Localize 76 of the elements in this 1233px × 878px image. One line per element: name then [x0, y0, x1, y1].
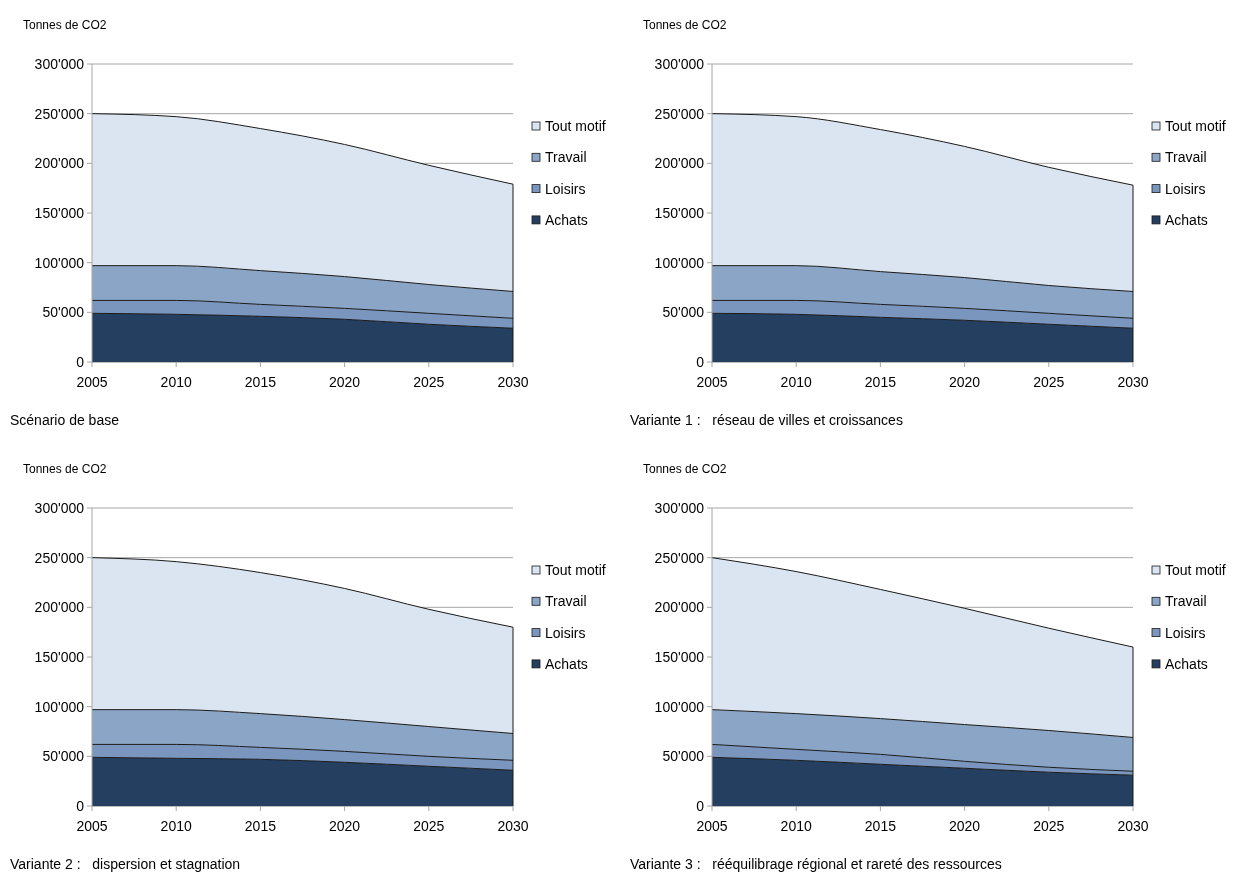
- x-tick-label: 2015: [864, 818, 897, 834]
- text: Variante 3 : rééquilibrage régional et rareté des ressources: [630, 856, 1002, 872]
- y-axis-title: Tonnes de CO2: [643, 462, 727, 476]
- y-tick-label: 200'000: [34, 599, 85, 616]
- legend-label: Travail: [1165, 149, 1207, 166]
- y-tick-label: 200'000: [654, 155, 705, 172]
- x-tick-label: 2030: [497, 818, 529, 834]
- y-tick-label: 50'000: [42, 748, 85, 765]
- y-tick-label: 50'000: [662, 304, 705, 321]
- text: Variante 1 : réseau de villes et croissances: [630, 412, 903, 428]
- x-tick-label: 2025: [1033, 374, 1065, 390]
- y-tick-label: 50'000: [42, 304, 85, 321]
- legend-label: Achats: [545, 655, 588, 672]
- legend-label: Travail: [545, 149, 587, 166]
- y-tick-label: 100'000: [34, 254, 85, 271]
- y-tick-label: 250'000: [654, 549, 705, 566]
- x-tick-label: 2025: [413, 374, 445, 390]
- y-tick-label: 300'000: [654, 55, 705, 72]
- x-tick-label: 2020: [949, 374, 981, 390]
- x-tick-label: 2005: [76, 818, 108, 834]
- y-tick-label: 200'000: [34, 155, 85, 172]
- x-tick-label: 2015: [864, 374, 897, 390]
- text: Scénario de base: [10, 412, 120, 428]
- y-tick-label: 250'000: [34, 105, 85, 122]
- x-tick-label: 2025: [413, 818, 445, 834]
- x-tick-label: 2020: [329, 374, 361, 390]
- x-tick-label: 2005: [696, 374, 728, 390]
- y-tick-label: 150'000: [654, 204, 705, 221]
- legend-label: Achats: [1165, 211, 1208, 228]
- y-tick-label: 0: [696, 797, 705, 814]
- text: Variante 2 : dispersion et stagnation: [10, 856, 241, 872]
- x-tick-label: 2010: [160, 818, 192, 834]
- x-tick-label: 2020: [329, 818, 361, 834]
- y-tick-label: 300'000: [34, 55, 85, 72]
- y-tick-label: 300'000: [34, 499, 85, 516]
- x-tick-label: 2005: [76, 374, 108, 390]
- legend-label: Achats: [1165, 655, 1208, 672]
- x-tick-label: 2005: [696, 818, 728, 834]
- legend-label: Tout motif: [545, 561, 606, 578]
- legend-label: Tout motif: [1165, 561, 1226, 578]
- x-tick-label: 2030: [497, 374, 529, 390]
- y-tick-label: 100'000: [654, 698, 705, 715]
- y-tick-label: 250'000: [654, 105, 705, 122]
- legend-label: Achats: [545, 211, 588, 228]
- y-tick-label: 150'000: [34, 204, 85, 221]
- x-tick-label: 2015: [244, 818, 277, 834]
- x-tick-label: 2030: [1117, 818, 1149, 834]
- x-tick-label: 2010: [780, 374, 812, 390]
- legend-label: Loisirs: [545, 180, 586, 197]
- y-axis-title: Tonnes de CO2: [23, 462, 107, 476]
- legend-label: Loisirs: [1165, 180, 1206, 197]
- legend-label: Loisirs: [545, 624, 586, 641]
- legend-label: Travail: [1165, 593, 1207, 610]
- x-tick-label: 2010: [160, 374, 192, 390]
- y-tick-label: 250'000: [34, 549, 85, 566]
- legend-label: Tout motif: [545, 117, 606, 134]
- x-tick-label: 2020: [949, 818, 981, 834]
- x-tick-label: 2015: [244, 374, 277, 390]
- y-axis-title: Tonnes de CO2: [23, 18, 107, 32]
- y-tick-label: 100'000: [654, 254, 705, 271]
- legend-label: Travail: [545, 593, 587, 610]
- y-tick-label: 150'000: [34, 648, 85, 665]
- x-tick-label: 2010: [780, 818, 812, 834]
- y-tick-label: 100'000: [34, 698, 85, 715]
- y-tick-label: 0: [76, 353, 85, 370]
- y-tick-label: 0: [696, 353, 705, 370]
- legend-label: Loisirs: [1165, 624, 1206, 641]
- y-tick-label: 300'000: [654, 499, 705, 516]
- y-tick-label: 0: [76, 797, 85, 814]
- y-tick-label: 150'000: [654, 648, 705, 665]
- legend-label: Tout motif: [1165, 117, 1226, 134]
- y-axis-title: Tonnes de CO2: [643, 18, 727, 32]
- y-tick-label: 50'000: [662, 748, 705, 765]
- x-tick-label: 2030: [1117, 374, 1149, 390]
- x-tick-label: 2025: [1033, 818, 1065, 834]
- y-tick-label: 200'000: [654, 599, 705, 616]
